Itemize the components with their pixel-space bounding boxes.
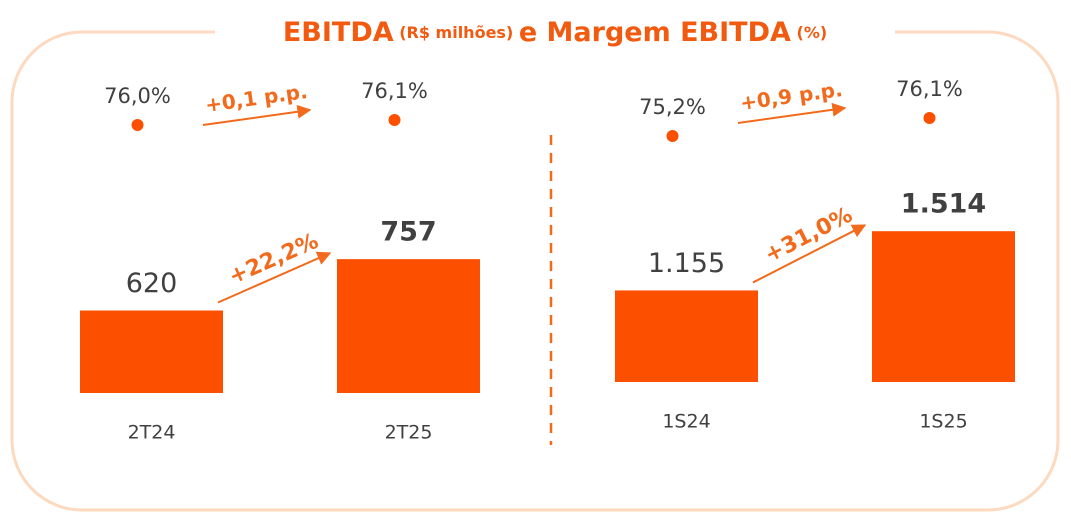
growth-label: +0,9 p.p.: [739, 77, 844, 115]
title-part: (R$ milhões): [399, 23, 513, 42]
x-tick-label: 1S25: [919, 411, 967, 433]
growth-label: +31,0%: [761, 203, 857, 268]
growth-arrow: [202, 104, 312, 126]
margin-label: 76,0%: [104, 84, 171, 108]
bar: [615, 290, 758, 382]
margin-dot: [923, 112, 936, 124]
margin-label: 76,1%: [361, 79, 428, 103]
bar: [872, 231, 1015, 382]
margin-dot: [388, 114, 401, 126]
margin-dot: [131, 119, 144, 131]
title-part: e Margem EBITDA: [519, 17, 791, 48]
value-label: 620: [126, 268, 178, 299]
margin-dot: [666, 130, 679, 142]
growth-arrow: [752, 224, 867, 284]
x-tick-label: 2T24: [128, 422, 176, 444]
margin-label: 76,1%: [896, 77, 963, 101]
bar: [80, 310, 223, 393]
growth-arrow: [217, 251, 332, 304]
value-label: 1.155: [648, 248, 725, 279]
value-label: 1.514: [901, 189, 986, 220]
growth-label: +0,1 p.p.: [204, 79, 309, 117]
x-tick-label: 1S24: [662, 411, 710, 433]
growth-label: +22,2%: [225, 229, 322, 290]
title-backdrop: [215, 10, 895, 54]
bar: [337, 259, 480, 393]
title-part: EBITDA: [283, 17, 394, 48]
margin-label: 75,2%: [639, 95, 706, 119]
chart-title: EBITDA (R$ milhões) e Margem EBITDA (%): [283, 17, 827, 48]
value-label: 757: [380, 217, 436, 248]
growth-arrow: [737, 102, 847, 124]
title-part: (%): [797, 23, 828, 42]
x-tick-label: 2T25: [385, 422, 433, 444]
